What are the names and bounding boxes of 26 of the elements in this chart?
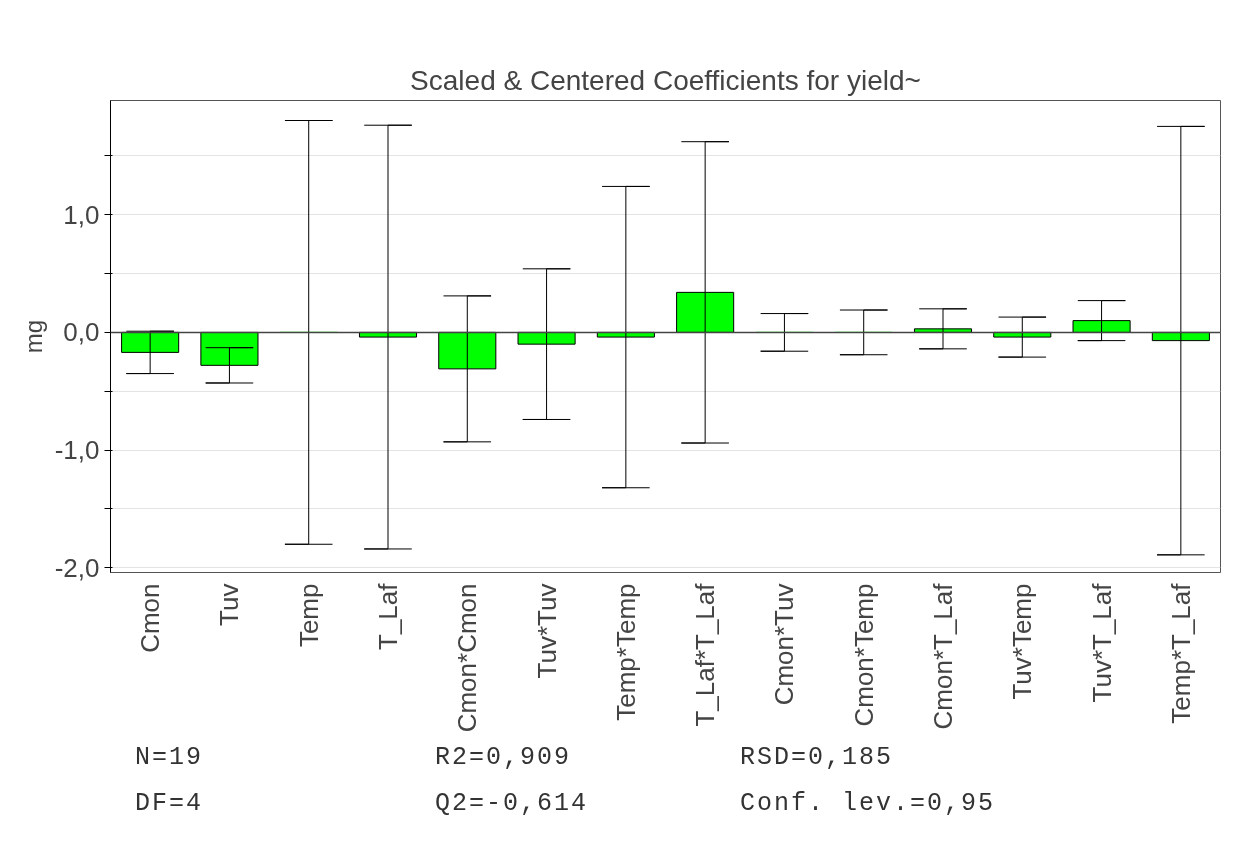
x-tick-label: Cmon*Tuv [769,583,800,706]
x-tick-label: Temp*Temp [610,583,641,721]
text: R2=0,909 [435,742,573,774]
text: N=19 [135,742,204,774]
x-tick-label: Tuv [214,583,245,626]
y-tick-label: -2,0 [54,552,100,583]
x-tick-label: Tuv*Tuv [531,583,562,679]
text: RSD=0,185 [740,742,895,774]
x-tick-label: T_Laf*T_Laf [690,582,721,727]
text: DF=4 [135,788,204,820]
x-tick-label: Temp [293,583,324,648]
x-tick-label: Cmon [135,583,166,653]
chart-title: Scaled & Centered Coefficients for yield~ [410,64,921,96]
x-tick-label: Tuv*T_Laf [1086,582,1117,703]
x-tick-label: T_Laf [373,582,403,650]
y-axis-title: mg [19,319,47,354]
x-tick-label: Temp*T_Laf [1165,582,1196,724]
x-tick-label: Cmon*Cmon [452,583,483,733]
y-tick-label: 0,0 [63,317,100,348]
text: Q2=-0,614 [435,788,590,820]
y-tick-label: -1,0 [54,435,100,466]
y-tick-label: 1,0 [63,199,100,230]
x-tick-label: Cmon*T_Laf [928,582,958,730]
x-tick-label: Tuv*Temp [1007,583,1038,700]
text: Conf. lev.=0,95 [740,788,997,820]
x-tick-label: Cmon*Temp [848,583,879,727]
